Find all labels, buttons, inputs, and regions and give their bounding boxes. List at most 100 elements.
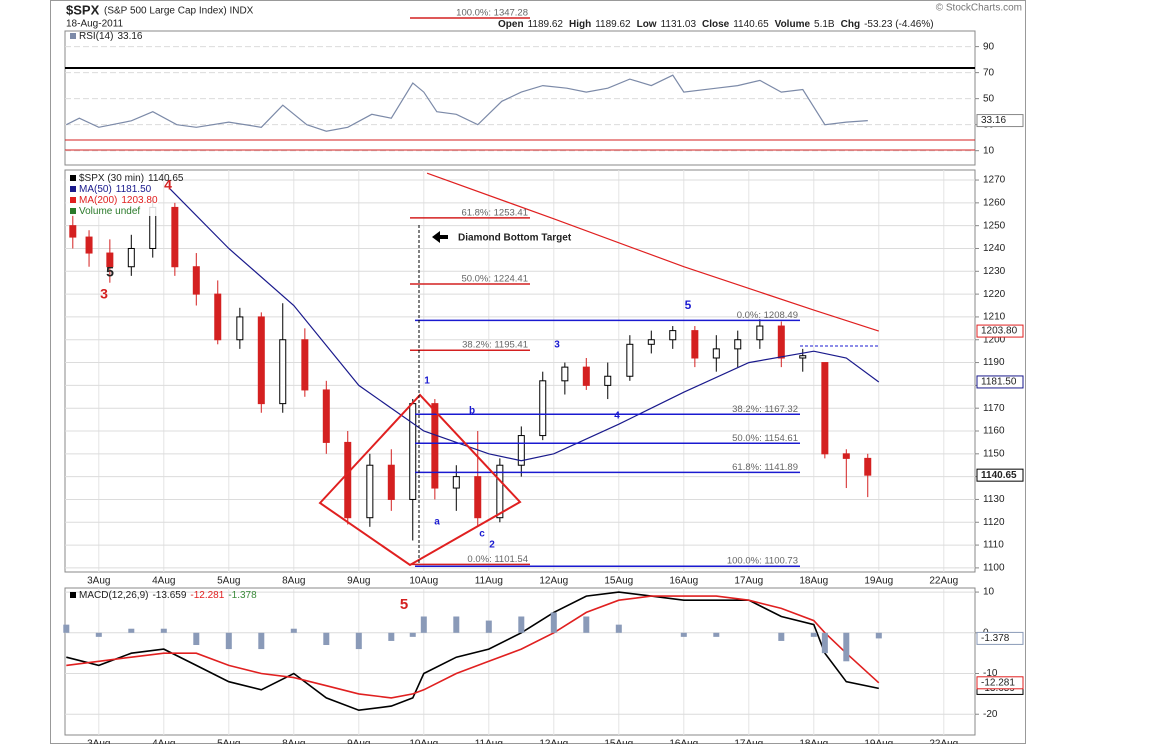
candle-body <box>561 366 569 382</box>
fib-label: 61.8%: 1141.89 <box>732 462 798 473</box>
wave-label: 2 <box>489 540 495 551</box>
y-tick-label: 1130 <box>983 494 1005 505</box>
legend-part: 1181.50 <box>116 184 152 195</box>
y-tick-label: 1190 <box>983 357 1005 368</box>
legend-volume: Volume undef <box>79 206 140 217</box>
histogram-bar <box>843 632 850 662</box>
candle-body <box>257 316 265 405</box>
arrow <box>432 231 448 243</box>
histogram-bar <box>160 628 167 633</box>
histogram-bar <box>95 632 102 637</box>
legend-part: 1203.80 <box>121 195 158 206</box>
x-tick-label: 11Aug <box>475 739 503 744</box>
y-tick-label: 1150 <box>983 448 1005 459</box>
candle-body <box>647 339 655 345</box>
legend-swatch <box>70 197 76 203</box>
legend-part: MA(50) <box>79 184 112 195</box>
candle-body <box>106 252 114 268</box>
wave-label: c <box>479 529 485 540</box>
candle-body <box>279 339 287 405</box>
quote-value: 1189.62 <box>595 19 631 30</box>
value-box <box>976 676 1024 690</box>
y-tick-label: 1120 <box>983 517 1005 528</box>
histogram-bar <box>778 632 785 641</box>
candle-body <box>127 247 135 268</box>
histogram-bar <box>821 632 828 654</box>
fib-label: 100.0%: 1100.73 <box>727 556 798 567</box>
fib-label: 50.0%: 1224.41 <box>461 274 528 285</box>
copyright: © StockCharts.com <box>936 3 1022 14</box>
wave-label: 5 <box>106 264 114 280</box>
histogram-bar <box>355 632 362 650</box>
legend-part: -1.378 <box>228 590 257 601</box>
y-tick-label: 1260 <box>983 197 1006 208</box>
legend-ma200: MA(200) 1203.80 <box>79 195 158 206</box>
y-tick-label: 1160 <box>983 426 1005 437</box>
legend-price: $SPX (30 min) 1140.65 <box>79 173 184 184</box>
quote-value: 1140.65 <box>733 19 769 30</box>
y-tick-label: 70 <box>983 67 995 78</box>
symbol: $SPX <box>66 2 100 17</box>
candle-body <box>387 464 395 500</box>
histogram-bar <box>323 632 330 646</box>
diamond <box>318 393 522 567</box>
legend-swatch <box>70 175 76 181</box>
candle-body <box>669 330 677 341</box>
x-tick-label: 10Aug <box>409 739 438 744</box>
y-tick-label: 1230 <box>983 266 1006 277</box>
plots: 103050709033.163Aug4Aug5Aug8Aug9Aug10Aug… <box>63 8 1024 744</box>
wave-label: 3 <box>100 286 108 302</box>
legend-swatch <box>70 33 76 39</box>
y-tick-label: 1250 <box>983 220 1006 231</box>
y-tick-label: 1200 <box>983 334 1006 345</box>
candle-body <box>691 330 699 359</box>
x-tick-label: 5Aug <box>217 576 240 587</box>
candle-body <box>171 206 179 268</box>
histogram-bar <box>225 632 232 650</box>
x-tick-label: 8Aug <box>282 576 305 587</box>
legend-bg <box>66 172 158 216</box>
candle-body <box>756 325 764 341</box>
wave-label: 4 <box>614 411 620 422</box>
legend-swatch <box>70 186 76 192</box>
candle-body <box>214 293 222 341</box>
candle-body <box>85 236 93 254</box>
quote-value: 1131.03 <box>661 19 697 30</box>
x-tick-label: 9Aug <box>347 739 370 744</box>
fib-label: 0.0%: 1101.54 <box>467 554 528 565</box>
candle-body <box>192 266 200 295</box>
x-tick-label: 4Aug <box>152 576 175 587</box>
wave-label: 5 <box>685 298 692 312</box>
quote-value: 1189.62 <box>528 19 564 30</box>
quote-label: Close <box>702 19 730 30</box>
legend-ma50: MA(50) 1181.50 <box>79 184 152 195</box>
x-tick-label: 5Aug <box>217 739 240 744</box>
series-line <box>169 188 880 462</box>
value-box-label: -1.378 <box>981 633 1010 644</box>
panel <box>64 169 976 573</box>
legend-macd: MACD(12,26,9) -13.659 -12.281 -1.378 <box>79 590 257 601</box>
value-box <box>976 324 1024 338</box>
candle-body <box>322 389 330 443</box>
x-tick-label: 15Aug <box>604 576 633 587</box>
legend-swatch <box>70 208 76 214</box>
candle-body <box>366 464 374 519</box>
legend-part: MA(200) <box>79 195 117 206</box>
candle-body <box>604 375 612 386</box>
series-line <box>66 74 868 132</box>
histogram-bar <box>193 632 200 646</box>
y-tick-label: 1170 <box>983 403 1005 414</box>
y-tick-label: -20 <box>983 709 998 720</box>
x-tick-label: 8Aug <box>282 739 305 744</box>
legend-part: $SPX (30 min) <box>79 173 144 184</box>
legend-part: Volume undef <box>79 206 140 217</box>
fib-label: 38.2%: 1195.41 <box>462 340 528 351</box>
candle-body <box>69 225 77 238</box>
fib-label: 0.0%: 1208.49 <box>737 310 798 321</box>
y-tick-label: 10 <box>983 587 995 598</box>
legend-rsi: RSI(14) 33.16 <box>79 31 143 42</box>
date: 18-Aug-2011 <box>66 19 124 30</box>
candle-body <box>799 355 807 359</box>
series-line <box>66 595 880 699</box>
